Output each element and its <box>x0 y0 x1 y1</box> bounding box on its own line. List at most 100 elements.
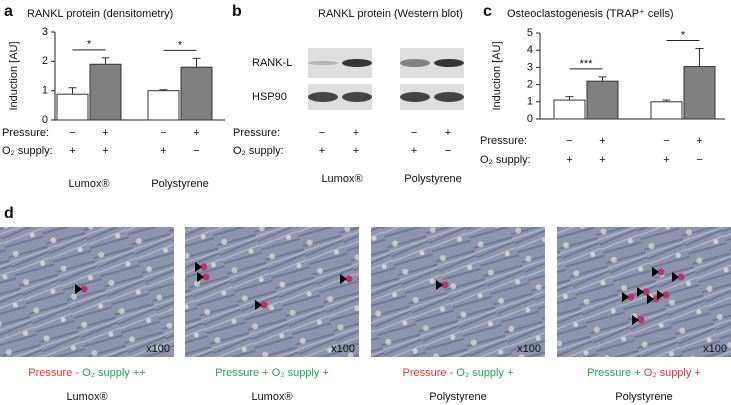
caption-part: O₂ supply ++ <box>82 367 146 379</box>
blot-title: RANKL protein (Western blot) <box>318 8 463 20</box>
category-label: Polystyrene <box>151 178 208 190</box>
material-label: Polystyrene <box>615 391 672 403</box>
blot-band <box>342 92 372 102</box>
y-tick-label: 0 <box>42 114 48 126</box>
arrowhead <box>632 315 639 325</box>
condition-sign: + <box>353 145 359 157</box>
y-axis-label: Induction [AU] <box>491 41 503 110</box>
y-tick-label: 1 <box>527 96 533 108</box>
group-label: Polystyrene <box>404 173 461 185</box>
bar <box>683 66 716 120</box>
caption: Pressure - O₂ supply + <box>403 367 514 379</box>
condition-label: Pressure: <box>2 127 49 139</box>
condition-label: O₂ supply: <box>2 145 53 157</box>
condition-sign: − <box>663 135 669 147</box>
y-axis-label: Induction [AU] <box>8 41 20 110</box>
chart-title: Osteoclastogenesis (TRAP⁺ cells) <box>507 8 674 20</box>
panel-label: a <box>4 3 13 20</box>
significance-label: * <box>178 39 183 51</box>
blot-band <box>308 61 338 65</box>
arrowhead <box>75 284 82 294</box>
caption-part: Pressure + <box>215 367 272 379</box>
group-label: Lumox® <box>321 173 362 185</box>
caption-part: O₂ supply + <box>456 367 513 379</box>
bar <box>650 101 683 120</box>
condition-sign: − <box>411 127 417 139</box>
condition-sign: + <box>599 135 605 147</box>
condition-sign: + <box>319 145 325 157</box>
condition-label: O₂ supply: <box>233 145 284 157</box>
magnification: x100 <box>703 343 727 355</box>
condition-sign: + <box>193 127 199 139</box>
arrowhead <box>657 290 664 300</box>
condition-sign: − <box>445 145 451 157</box>
y-tick-label: 2 <box>527 79 533 91</box>
bar <box>586 80 619 120</box>
y-tick-label: 0 <box>527 113 533 125</box>
blot-band <box>434 59 464 67</box>
y-tick-label: 1 <box>42 85 48 97</box>
stained-cell <box>642 288 650 296</box>
arrowhead <box>647 294 654 304</box>
caption-part: O₂ supply + <box>644 367 701 379</box>
micrograph <box>371 227 545 357</box>
condition-label: O₂ supply: <box>480 154 531 166</box>
blot-band <box>400 59 430 67</box>
y-tick-label: 3 <box>42 26 48 38</box>
blot-band <box>400 92 430 102</box>
stained-cell <box>657 268 665 276</box>
condition-sign: + <box>663 154 669 166</box>
panel-label: b <box>232 3 242 20</box>
blot-band <box>434 92 464 102</box>
y-tick-label: 4 <box>527 44 533 56</box>
bar <box>180 66 213 121</box>
condition-sign: + <box>445 127 451 139</box>
condition-label: Pressure: <box>233 127 280 139</box>
material-label: Polystyrene <box>429 391 486 403</box>
bar <box>147 90 180 121</box>
magnification: x100 <box>331 343 355 355</box>
arrowhead <box>622 292 629 302</box>
caption: Pressure + O₂ supply + <box>215 367 329 379</box>
stained-cell <box>260 301 268 309</box>
condition-label: Pressure: <box>480 135 527 147</box>
condition-sign: + <box>411 145 417 157</box>
blot-row-label: RANK-L <box>252 57 292 69</box>
stained-cell <box>202 273 210 281</box>
blot-row-label: HSP90 <box>252 91 287 103</box>
blot-band <box>342 59 372 67</box>
condition-sign: − <box>319 127 325 139</box>
stained-cell <box>637 316 645 324</box>
stained-cell <box>345 275 353 283</box>
stained-cell <box>677 273 685 281</box>
bar <box>89 63 122 121</box>
condition-sign: − <box>566 135 572 147</box>
arrowhead <box>672 272 679 282</box>
caption-part: Pressure + <box>587 367 644 379</box>
condition-sign: + <box>69 145 75 157</box>
magnification: x100 <box>517 343 541 355</box>
caption-part: Pressure - <box>28 367 82 379</box>
significance-label: *** <box>580 58 594 70</box>
condition-sign: + <box>566 154 572 166</box>
y-tick-label: 3 <box>527 61 533 73</box>
stained-cell <box>627 293 635 301</box>
caption-part: Pressure - <box>403 367 457 379</box>
micrograph <box>0 227 174 357</box>
arrowhead <box>195 262 202 272</box>
stained-cell <box>80 285 88 293</box>
condition-sign: + <box>353 127 359 139</box>
condition-sign: − <box>193 145 199 157</box>
bar <box>56 93 89 121</box>
condition-sign: − <box>160 127 166 139</box>
condition-sign: + <box>599 154 605 166</box>
arrowhead <box>436 280 443 290</box>
panel-label: c <box>483 3 492 20</box>
caption: Pressure + O₂ supply + <box>587 367 701 379</box>
y-tick-label: 2 <box>42 55 48 67</box>
condition-sign: + <box>102 145 108 157</box>
magnification: x100 <box>146 343 170 355</box>
condition-sign: − <box>69 127 75 139</box>
arrowhead <box>637 287 644 297</box>
